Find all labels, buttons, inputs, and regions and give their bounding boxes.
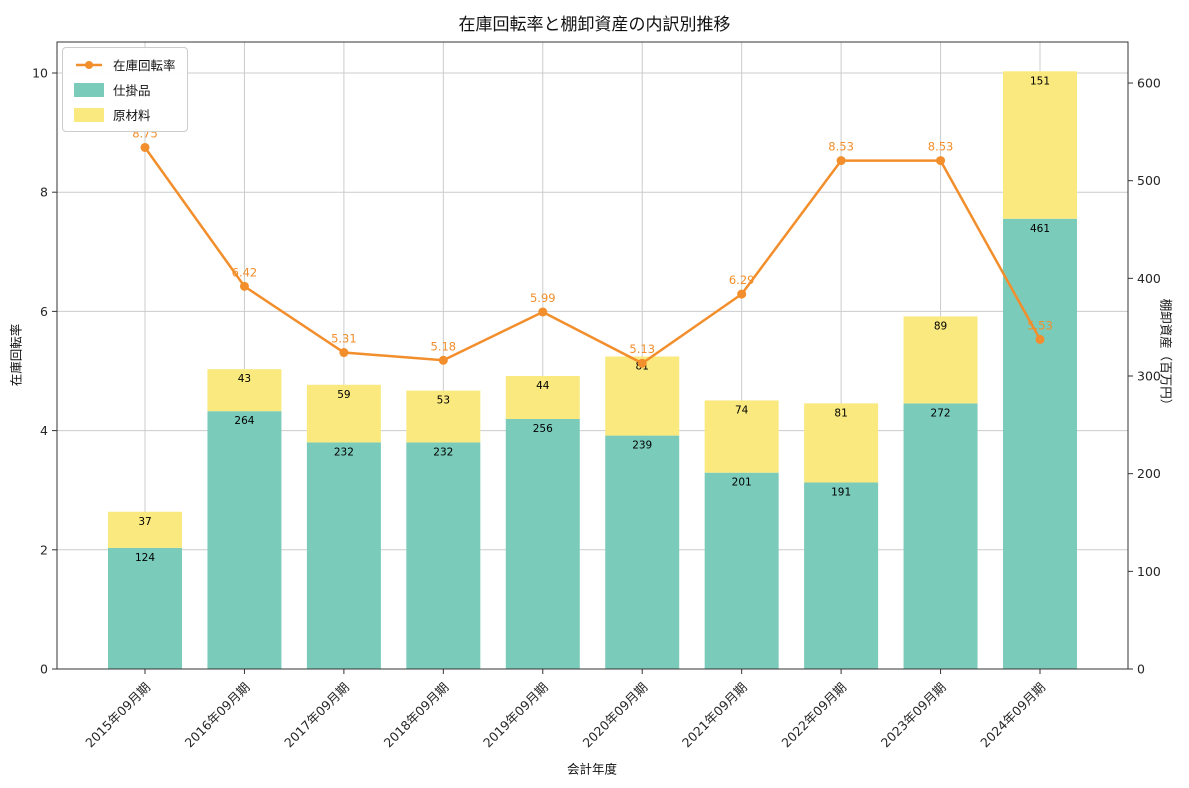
bar-value-wip: 124 [135, 552, 155, 564]
bar-value-wip: 232 [334, 446, 354, 458]
plot-border [56, 41, 1129, 670]
bar-value-raw: 151 [1030, 75, 1050, 87]
bar-segment-raw [903, 316, 978, 404]
bar-segment-raw [804, 403, 879, 483]
turnover-value-label: 6.29 [729, 273, 755, 287]
wip-color-swatch-icon [74, 82, 104, 97]
bar-segment-raw [207, 369, 282, 412]
y-right-tick-label: 400 [1137, 271, 1161, 286]
bar-value-raw: 44 [536, 380, 550, 392]
bar-segment-wip [108, 547, 182, 669]
turnover-point [339, 348, 349, 358]
y-right-tick-label: 0 [1137, 662, 1145, 677]
bar-segment-raw [108, 511, 182, 548]
x-tick-label: 2021年09月期 [679, 680, 750, 751]
turnover-value-label: 8.53 [928, 140, 954, 154]
bar-segment-raw [605, 356, 680, 436]
bar-segment-wip [605, 435, 680, 669]
bar-value-raw: 89 [934, 320, 947, 332]
turnover-value-label: 8.53 [828, 140, 854, 154]
turnover-point [239, 281, 249, 291]
bar-segment-raw [704, 400, 779, 473]
bar-segment-wip [406, 442, 481, 669]
x-tick-label: 2017年09月期 [281, 680, 352, 751]
turnover-point [737, 289, 747, 299]
turnover-value-label: 5.53 [1027, 318, 1053, 332]
bar-value-wip: 201 [732, 477, 752, 489]
turnover-point [836, 156, 846, 166]
bar-segment-wip [207, 411, 282, 669]
raw-color-swatch-icon [74, 107, 104, 122]
bar-segment-raw [1003, 71, 1077, 219]
legend-item-raw: 原材料 [74, 105, 176, 124]
bar-segment-raw [505, 376, 580, 419]
chart-title: 在庫回転率と棚卸資産の内訳別推移 [458, 15, 731, 35]
legend: 在庫回転率 仕掛品 原材料 [62, 47, 188, 132]
turnover-value-label: 5.99 [530, 291, 556, 305]
bar-value-wip: 264 [234, 415, 254, 427]
x-tick-label: 2020年09月期 [579, 680, 650, 751]
turnover-value-label: 6.42 [232, 265, 258, 279]
y-left-tick-label: 8 [40, 185, 48, 200]
bar-value-raw: 81 [834, 407, 847, 419]
bar-segment-wip [1003, 218, 1077, 669]
turnover-value-label: 5.31 [331, 332, 357, 346]
turnover-value-label: 5.13 [629, 342, 655, 356]
y-left-tick-label: 0 [40, 662, 48, 677]
bar-segment-wip [903, 403, 978, 669]
turnover-line-swatch-icon [76, 60, 102, 69]
x-tick-label: 2016年09月期 [182, 680, 253, 751]
bar-segment-wip [704, 472, 779, 669]
bar-value-wip: 461 [1030, 223, 1050, 235]
bar-value-wip: 239 [632, 440, 652, 452]
legend-label-wip: 仕掛品 [113, 83, 151, 98]
bar-value-raw: 74 [735, 404, 749, 416]
y-right-tick-label: 200 [1137, 466, 1161, 481]
bar-value-raw: 59 [337, 389, 350, 401]
bar-segment-wip [306, 442, 381, 669]
x-tick-label: 2023年09月期 [878, 680, 949, 751]
y-right-tick-label: 300 [1137, 369, 1161, 384]
y-right-tick-label: 500 [1137, 173, 1161, 188]
x-tick-label: 2024年09月期 [977, 680, 1048, 751]
turnover-point [936, 156, 946, 166]
turnover-point [637, 358, 647, 368]
x-tick-label: 2019年09月期 [480, 680, 551, 751]
y-right-tick-label: 600 [1137, 76, 1161, 91]
bar-segment-wip [505, 418, 580, 669]
y-left-tick-label: 10 [32, 65, 48, 80]
y-axis-left-label: 在庫回転率 [8, 323, 24, 387]
x-tick-label: 2022年09月期 [778, 680, 849, 751]
y-left-tick-label: 2 [40, 542, 48, 557]
bar-value-raw: 37 [138, 516, 151, 528]
legend-item-wip: 仕掛品 [74, 80, 176, 99]
legend-label-raw: 原材料 [113, 108, 151, 123]
y-axis-right-label: 棚卸資産（百万円） [1158, 298, 1174, 412]
bar-segment-raw [406, 390, 481, 443]
bar-value-wip: 272 [931, 407, 951, 419]
turnover-point [140, 142, 150, 152]
bar-value-wip: 191 [831, 486, 851, 498]
y-left-tick-label: 6 [40, 304, 48, 319]
x-axis-label: 会計年度 [566, 761, 618, 777]
legend-label-turnover: 在庫回転率 [113, 58, 176, 73]
y-right-tick-label: 100 [1137, 564, 1161, 579]
bar-value-wip: 256 [533, 423, 553, 435]
bar-segment-wip [804, 482, 879, 669]
bar-value-raw: 53 [437, 395, 450, 407]
bar-value-wip: 232 [433, 446, 453, 458]
turnover-point [538, 307, 548, 317]
bar-value-raw: 43 [238, 373, 251, 385]
turnover-value-label: 5.18 [431, 339, 457, 353]
turnover-line [143, 146, 1042, 365]
legend-item-turnover: 在庫回転率 [74, 55, 176, 74]
x-tick-label: 2018年09月期 [381, 680, 452, 751]
y-left-tick-label: 4 [40, 423, 48, 438]
x-tick-label: 2015年09月期 [82, 680, 153, 751]
bar-segment-raw [306, 384, 381, 443]
turnover-point [438, 355, 448, 365]
turnover-point [1035, 334, 1045, 344]
